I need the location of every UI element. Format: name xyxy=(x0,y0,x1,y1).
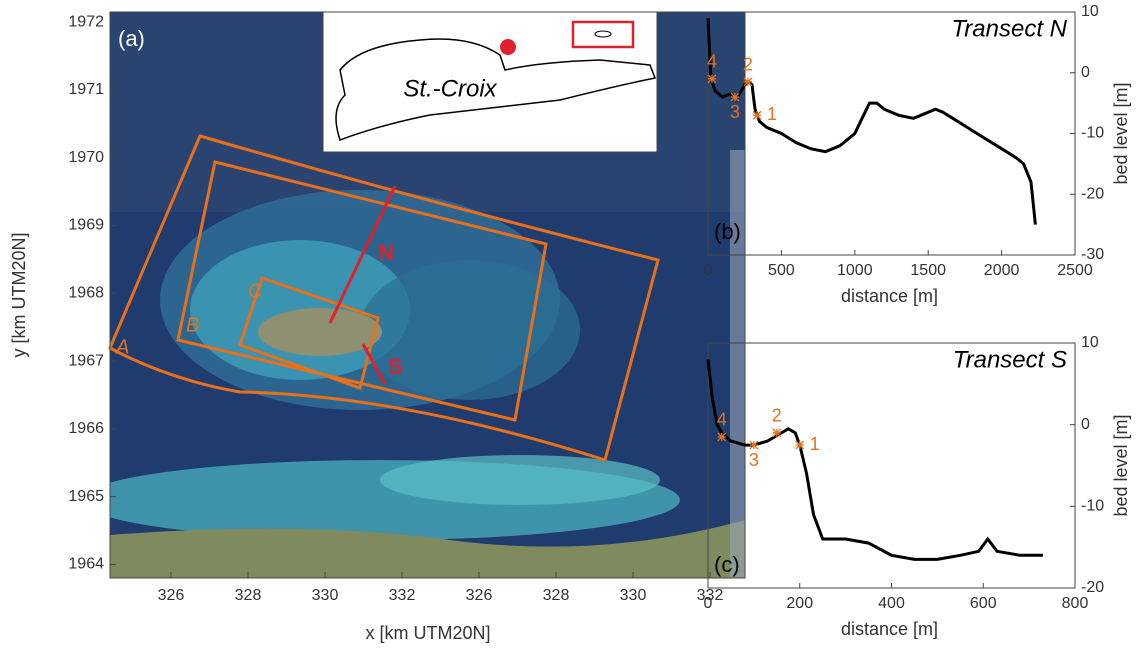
model-domains xyxy=(108,134,660,462)
site-box xyxy=(571,20,635,49)
point-marker xyxy=(743,77,753,87)
site-dot xyxy=(500,39,516,55)
transect-label: N xyxy=(378,240,394,265)
x-tick-label: 1500 xyxy=(910,262,946,279)
x-axis-label: x [km UTM20N] xyxy=(365,623,490,643)
x-tick-label: 2000 xyxy=(984,262,1020,279)
y-tick-label: 1972 xyxy=(68,13,104,30)
x-tick-label: 0 xyxy=(704,262,713,279)
site-island xyxy=(594,30,612,38)
point-marker xyxy=(772,428,782,438)
map-frame xyxy=(109,11,746,579)
point-label: 2 xyxy=(743,55,753,75)
x-axis-label: distance [m] xyxy=(841,619,938,639)
x-tick-label: 1000 xyxy=(837,262,873,279)
y-axis-label: y [km UTM20N] xyxy=(9,232,29,357)
x-tick-label: 332 xyxy=(389,587,416,604)
y-tick-label: 1965 xyxy=(68,488,104,505)
point-label: 4 xyxy=(717,410,727,430)
y-tick-label: 0 xyxy=(1081,64,1090,81)
domain-a xyxy=(108,134,660,462)
x-tick-label: 326 xyxy=(466,587,493,604)
y-tick-label: 0 xyxy=(1081,416,1090,433)
y-tick-label: 1968 xyxy=(68,285,104,302)
y-tick-label: 1970 xyxy=(68,149,104,166)
point-marker xyxy=(749,440,759,450)
y-tick-label: -20 xyxy=(1081,185,1104,202)
point-marker xyxy=(730,92,740,102)
plot-frame xyxy=(707,11,1076,256)
y-axis-label: bed level [m] xyxy=(1111,82,1131,184)
x-tick-label: 326 xyxy=(158,587,185,604)
profile-line xyxy=(706,359,1043,561)
x-tick-label: 330 xyxy=(312,587,339,604)
y-tick-label: -30 xyxy=(1081,246,1104,263)
y-tick-label: -10 xyxy=(1081,125,1104,142)
x-tick-label: 500 xyxy=(768,262,795,279)
island-outline xyxy=(335,38,657,141)
panel-label: (c) xyxy=(714,552,740,577)
y-tick-label: 10 xyxy=(1081,3,1099,20)
y-tick-label: 1967 xyxy=(68,352,104,369)
x-tick-label: 400 xyxy=(878,595,905,612)
profile-line xyxy=(706,18,1037,225)
point-marker xyxy=(717,432,727,442)
y-tick-label: -20 xyxy=(1081,579,1104,596)
point-label: 1 xyxy=(767,104,777,124)
transect-label: S xyxy=(388,354,403,379)
transect-s xyxy=(361,343,387,385)
point-label: 2 xyxy=(772,406,782,426)
point-marker xyxy=(795,440,805,450)
plot-frame xyxy=(707,342,1076,589)
y-tick-label: 1969 xyxy=(68,217,104,234)
point-label: 4 xyxy=(707,52,717,72)
x-tick-label: 0 xyxy=(704,595,713,612)
domain-b xyxy=(176,160,548,422)
y-tick-label: -10 xyxy=(1081,498,1104,515)
domain-label: C xyxy=(248,280,263,302)
x-tick-label: 328 xyxy=(235,587,262,604)
point-label: 1 xyxy=(810,434,820,454)
inset: St.-Croix xyxy=(322,11,658,153)
x-tick-label: 330 xyxy=(620,587,647,604)
panel-label: (a) xyxy=(118,26,145,51)
point-marker xyxy=(752,110,762,120)
y-tick-label: 10 xyxy=(1081,334,1099,351)
inset-label: St.-Croix xyxy=(403,75,497,102)
x-tick-label: 200 xyxy=(786,595,813,612)
y-axis-label: bed level [m] xyxy=(1111,414,1131,516)
panel-label: (b) xyxy=(714,219,741,244)
x-axis-label: distance [m] xyxy=(841,286,938,306)
transect-n xyxy=(328,185,397,324)
chart-title: Transect S xyxy=(953,346,1067,373)
x-tick-label: 800 xyxy=(1062,595,1089,612)
point-label: 3 xyxy=(730,102,740,122)
point-label: 3 xyxy=(749,450,759,470)
domain-label: B xyxy=(186,314,199,336)
chart-title: Transect N xyxy=(951,15,1067,42)
x-tick-label: 600 xyxy=(970,595,997,612)
x-tick-label: 332 xyxy=(697,587,724,604)
x-tick-label: 328 xyxy=(543,587,570,604)
domain-label: A xyxy=(115,336,129,358)
x-tick-label: 2500 xyxy=(1057,262,1093,279)
point-marker xyxy=(707,74,717,84)
y-tick-label: 1971 xyxy=(68,81,104,98)
y-tick-label: 1966 xyxy=(68,420,104,437)
y-tick-label: 1964 xyxy=(68,556,104,573)
domain-c xyxy=(238,276,380,390)
